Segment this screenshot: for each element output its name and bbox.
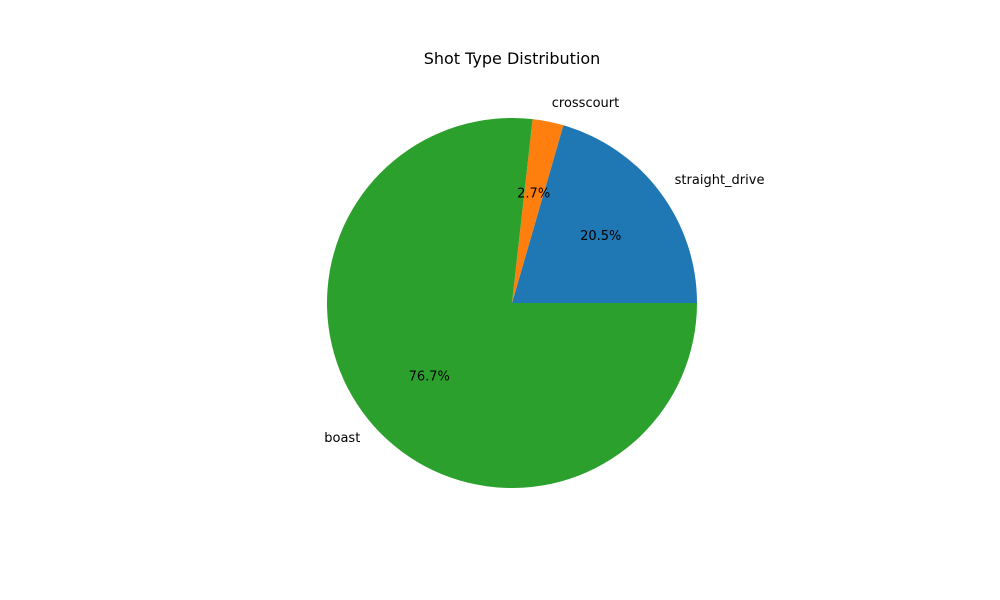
pie-slice-crosscourt	[512, 119, 564, 303]
slice-percent-boast: 76.7%	[409, 369, 450, 384]
slice-label-boast: boast	[324, 431, 360, 446]
slices-layer	[327, 118, 697, 489]
slice-label-crosscourt: crosscourt	[552, 96, 620, 111]
slice-percent-crosscourt: 2.7%	[517, 187, 550, 202]
pie-slice-boast	[327, 118, 697, 489]
pie-slice-straight-drive	[512, 125, 697, 303]
slice-percent-straight-drive: 20.5%	[580, 229, 621, 244]
labels-layer: straight_drive 20.5% crosscourt 2.7% boast 76…	[324, 96, 764, 446]
chart-title: Shot Type Distribution	[424, 49, 601, 68]
slice-label-straight-drive: straight_drive	[675, 173, 765, 188]
